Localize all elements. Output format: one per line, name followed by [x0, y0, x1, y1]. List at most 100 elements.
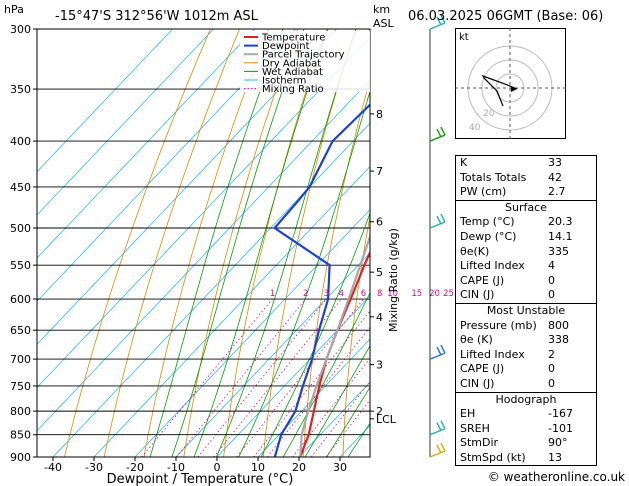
wind-barb [429, 213, 446, 229]
pressure-axis: 300 350 400 450 500 550 600 650 700 750 800 850 900 [10, 23, 37, 464]
dewpoint-line [272, 103, 370, 457]
mixing-ratio-label: 6 [361, 289, 366, 299]
wind-barb [429, 126, 446, 142]
mixing-ratio-line [236, 298, 364, 457]
km-tick-label: 5 [376, 266, 383, 279]
isotherm-line [37, 29, 296, 302]
pressure-tick-label: 700 [10, 353, 31, 366]
hodograph-stat-label: SREH [460, 421, 490, 435]
x-axis-label: Dewpoint / Temperature (°C) [107, 472, 294, 486]
index-row: Totals Totals 42 [456, 171, 596, 186]
temperature-tick-label: -30 [85, 461, 103, 474]
hodograph-ring-label-20: 20 [483, 109, 495, 119]
surface-label: CAPE (J) [460, 273, 505, 287]
km-tick-label: 2 [376, 405, 383, 418]
indices-table: K 33 Totals Totals 42 PW (cm) 2.7 Surface Tem… [455, 155, 597, 467]
km-tick-label: 6 [376, 216, 383, 229]
pressure-tick-label: 350 [10, 83, 31, 96]
mixing-ratio-line [175, 298, 307, 457]
most-unstable-value: 338 [548, 333, 569, 347]
hodograph-stat-row: StmDir 90° [456, 436, 596, 451]
wind-barb [429, 420, 446, 436]
surface-row: CAPE (J) 0 [456, 274, 596, 289]
most-unstable-row: CIN (J) 0 [456, 377, 596, 392]
most-unstable-value: 800 [548, 318, 569, 332]
pressure-tick-label: 850 [10, 429, 31, 442]
surface-label: Lifted Index [460, 259, 525, 273]
index-row: K 33 [456, 156, 596, 171]
mixing-ratio-label: 10 [387, 289, 398, 299]
wind-barb [429, 14, 446, 30]
asl-unit-label: ASL [373, 17, 395, 30]
pressure-tick-label: 500 [10, 222, 31, 235]
most-unstable-label: Lifted Index [460, 347, 525, 361]
dry-adiabat-line [143, 29, 269, 457]
parcel-trajectory-line [299, 233, 370, 457]
km-tick-label: LCL [376, 413, 397, 426]
index-label: PW (cm) [460, 185, 507, 199]
hodograph-ring-label-40: 40 [469, 123, 481, 133]
dry-adiabat-line [64, 29, 211, 457]
mixing-ratio-label: 4 [339, 289, 344, 299]
wind-barb [429, 344, 446, 360]
index-value: 42 [548, 170, 562, 184]
km-tick-label: 8 [376, 108, 383, 121]
wind-barb [429, 442, 446, 458]
pressure-tick-label: 750 [10, 380, 31, 393]
surface-label: θe(K) [460, 244, 490, 258]
temperature-line [299, 250, 370, 457]
surface-value: 335 [548, 244, 569, 258]
surface-title: Surface [505, 200, 547, 214]
mixing-ratio-line [197, 298, 327, 457]
index-label: K [460, 156, 468, 169]
hodograph-stat-value: -167 [548, 407, 573, 421]
temperature-tick-label: 20 [292, 461, 306, 474]
hodograph-stat-value: 90° [548, 436, 568, 450]
surface-row: Temp (°C) 20.3 [456, 215, 596, 230]
surface-value: 0 [548, 273, 555, 287]
most-unstable-value: 0 [548, 362, 555, 376]
mixing-ratio-labels: 1 2 3 4 6 8 10 15 20 25 [270, 289, 454, 299]
km-tick-label: 3 [376, 359, 383, 372]
index-label: Totals Totals [460, 170, 527, 184]
surface-value: 20.3 [548, 215, 573, 229]
most-unstable-row: Lifted Index 2 [456, 348, 596, 363]
surface-label: CIN (J) [460, 288, 495, 302]
mixing-ratio-label: 8 [377, 289, 382, 299]
most-unstable-label: CAPE (J) [460, 362, 505, 376]
index-value: 33 [548, 156, 562, 169]
legend-entry: Dewpoint [262, 41, 310, 52]
location-title: -15°47'S 312°56'W 1012m ASL [55, 9, 259, 24]
mixing-ratio-label: 3 [324, 289, 329, 299]
surface-row: Dewp (°C) 14.1 [456, 230, 596, 245]
pressure-tick-label: 650 [10, 324, 31, 337]
km-tick-label: 4 [376, 311, 383, 324]
surface-label: Temp (°C) [460, 215, 515, 229]
temperature-tick-label: -40 [44, 461, 62, 474]
hodograph-stat-value: -101 [548, 421, 573, 435]
isotherm-line [37, 29, 214, 216]
surface-label: Dewp (°C) [460, 229, 517, 243]
temperature-axis: -40 -30 -20 -10 0 10 20 30 [44, 457, 347, 474]
legend-entry: Dry Adiabat [262, 58, 321, 69]
pressure-tick-label: 600 [10, 293, 31, 306]
most-unstable-value: 2 [548, 347, 555, 361]
pressure-tick-label: 900 [10, 451, 31, 464]
most-unstable-label: Pressure (mb) [460, 318, 537, 332]
index-value: 2.7 [548, 185, 566, 199]
legend-entry: Temperature [261, 33, 325, 44]
temperature-tick-label: 10 [251, 461, 265, 474]
most-unstable-row: θe (K) 338 [456, 333, 596, 348]
dry-adiabat-line [342, 214, 370, 457]
hodograph-stat-value: 13 [548, 450, 562, 464]
legend-entry: Parcel Trajectory [262, 50, 345, 61]
pressure-unit-label: hPa [4, 3, 24, 16]
pressure-tick-label: 400 [10, 135, 31, 148]
mixing-ratio-label: 1 [270, 289, 275, 299]
profiles [272, 103, 370, 457]
isotherm-line [37, 79, 370, 432]
mixing-ratio-line [141, 298, 273, 457]
most-unstable-title: Most Unstable [486, 303, 566, 317]
